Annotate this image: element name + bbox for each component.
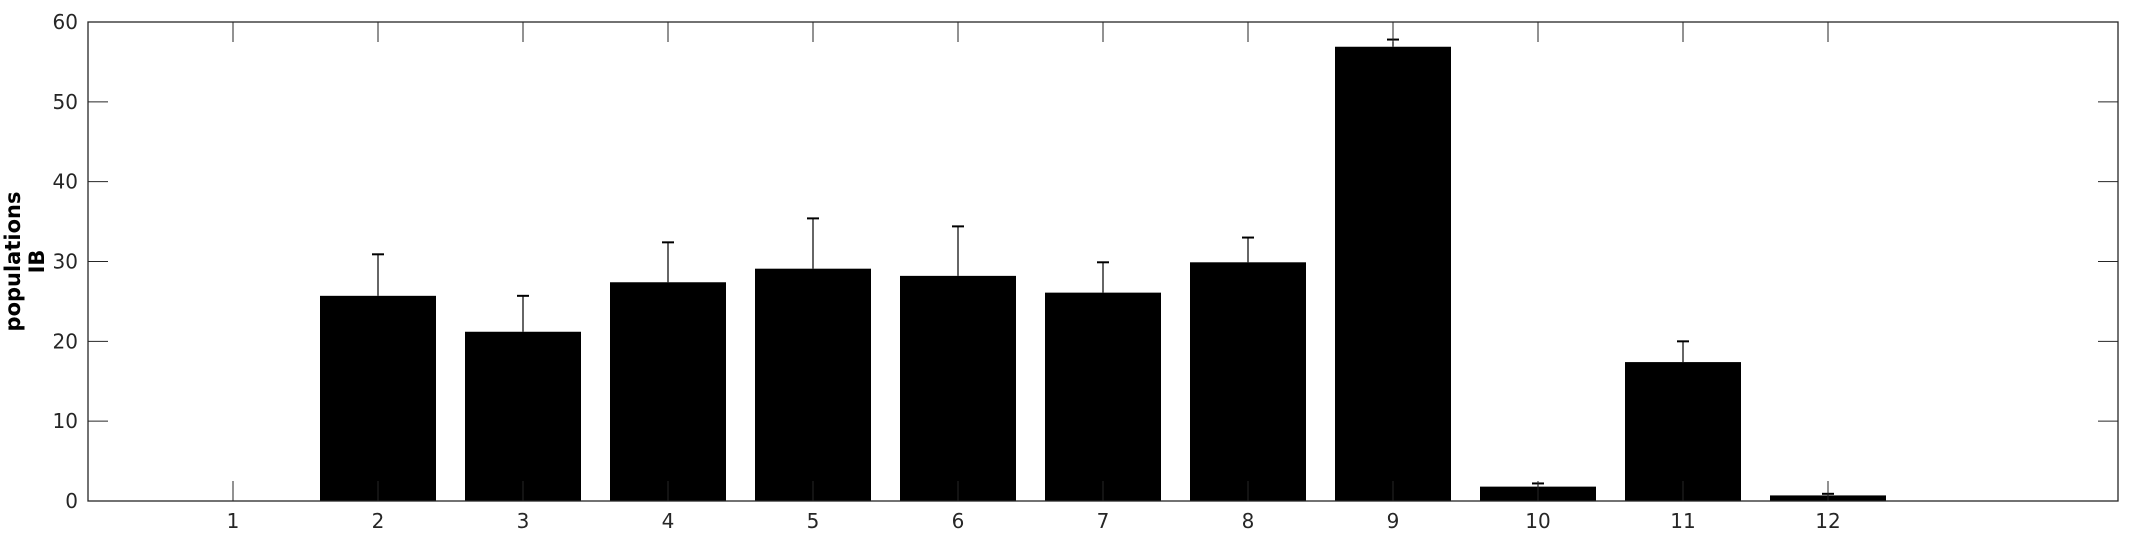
- bar-2: [320, 295, 436, 501]
- y-tick-label: 10: [53, 409, 78, 433]
- x-tick-label: 12: [1815, 509, 1840, 533]
- bar-11: [1625, 362, 1741, 501]
- y-axis-label: populations IB: [1, 192, 49, 332]
- x-tick-label: 1: [227, 509, 240, 533]
- bars-group: [320, 46, 1886, 502]
- bar-9: [1335, 46, 1451, 502]
- bar-5: [755, 268, 871, 501]
- bar-3: [465, 331, 581, 501]
- x-tick-label: 9: [1387, 509, 1400, 533]
- x-tick-label: 11: [1670, 509, 1695, 533]
- y-tick-label: 60: [53, 10, 78, 34]
- y-tick-label: 50: [53, 90, 78, 114]
- y-axis-label-line: populations: [1, 192, 25, 332]
- x-tick-label: 6: [952, 509, 965, 533]
- bar-4: [610, 282, 726, 501]
- x-tick-label: 4: [662, 509, 675, 533]
- x-tick-label: 7: [1097, 509, 1110, 533]
- x-tick-label: 8: [1242, 509, 1255, 533]
- bar-7: [1045, 292, 1161, 501]
- y-tick-label: 30: [53, 250, 78, 274]
- x-tick-label: 3: [517, 509, 530, 533]
- x-tick-label: 2: [372, 509, 385, 533]
- y-tick-label: 40: [53, 170, 78, 194]
- x-tick-label: 10: [1525, 509, 1550, 533]
- y-tick-label: 0: [65, 489, 78, 513]
- bar-6: [900, 275, 1016, 501]
- y-axis-label-line: IB: [25, 250, 49, 274]
- bar-8: [1190, 262, 1306, 501]
- ticks-group: [88, 21, 2118, 502]
- y-tick-label: 20: [53, 329, 78, 353]
- x-tick-label: 5: [807, 509, 820, 533]
